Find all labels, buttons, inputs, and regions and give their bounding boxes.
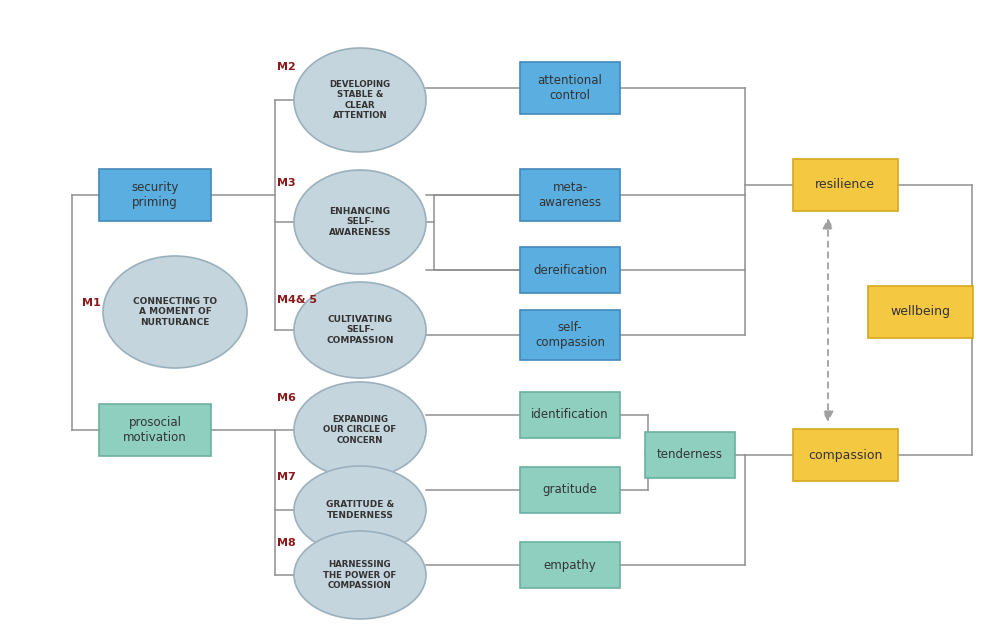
Text: security
priming: security priming <box>131 181 179 209</box>
FancyBboxPatch shape <box>645 432 735 478</box>
FancyBboxPatch shape <box>520 542 620 588</box>
Text: CONNECTING TO
A MOMENT OF
NURTURANCE: CONNECTING TO A MOMENT OF NURTURANCE <box>133 297 217 327</box>
FancyBboxPatch shape <box>792 429 898 481</box>
Text: resilience: resilience <box>815 178 875 192</box>
Ellipse shape <box>294 531 426 619</box>
Ellipse shape <box>294 282 426 378</box>
Text: EXPANDING
OUR CIRCLE OF
CONCERN: EXPANDING OUR CIRCLE OF CONCERN <box>323 415 397 445</box>
FancyBboxPatch shape <box>520 467 620 513</box>
Text: GRATITUDE &
TENDERNESS: GRATITUDE & TENDERNESS <box>326 500 394 520</box>
Text: prosocial
motivation: prosocial motivation <box>123 416 187 444</box>
Text: tenderness: tenderness <box>657 449 723 462</box>
Text: wellbeing: wellbeing <box>890 306 950 318</box>
Text: attentional
control: attentional control <box>538 74 602 102</box>
Text: M1: M1 <box>82 298 101 308</box>
FancyBboxPatch shape <box>520 392 620 438</box>
Text: M4& 5: M4& 5 <box>277 295 317 305</box>
Text: ENHANCING
SELF-
AWARENESS: ENHANCING SELF- AWARENESS <box>329 207 391 237</box>
FancyBboxPatch shape <box>520 62 620 114</box>
FancyBboxPatch shape <box>520 169 620 221</box>
Text: M3: M3 <box>277 178 296 188</box>
Text: compassion: compassion <box>808 449 882 462</box>
FancyBboxPatch shape <box>99 404 211 456</box>
Text: M2: M2 <box>277 62 296 72</box>
Text: M6: M6 <box>277 393 296 403</box>
FancyBboxPatch shape <box>99 169 211 221</box>
Ellipse shape <box>294 170 426 274</box>
Text: gratitude: gratitude <box>543 484 597 497</box>
Ellipse shape <box>294 466 426 554</box>
Text: self-
compassion: self- compassion <box>535 321 605 349</box>
FancyBboxPatch shape <box>520 310 620 360</box>
Ellipse shape <box>294 382 426 478</box>
FancyBboxPatch shape <box>520 247 620 293</box>
Text: dereification: dereification <box>533 263 607 276</box>
Ellipse shape <box>103 256 247 368</box>
Text: identification: identification <box>531 409 609 421</box>
Text: CULTIVATING
SELF-
COMPASSION: CULTIVATING SELF- COMPASSION <box>326 315 394 345</box>
Text: HARNESSING
THE POWER OF
COMPASSION: HARNESSING THE POWER OF COMPASSION <box>323 560 397 590</box>
Text: meta-
awareness: meta- awareness <box>538 181 602 209</box>
FancyBboxPatch shape <box>792 159 898 211</box>
Ellipse shape <box>294 48 426 152</box>
Text: DEVELOPING
STABLE &
CLEAR
ATTENTION: DEVELOPING STABLE & CLEAR ATTENTION <box>329 80 391 120</box>
Text: M8: M8 <box>277 538 296 548</box>
Text: M7: M7 <box>277 472 296 482</box>
FancyBboxPatch shape <box>868 286 972 338</box>
Text: empathy: empathy <box>544 558 596 572</box>
